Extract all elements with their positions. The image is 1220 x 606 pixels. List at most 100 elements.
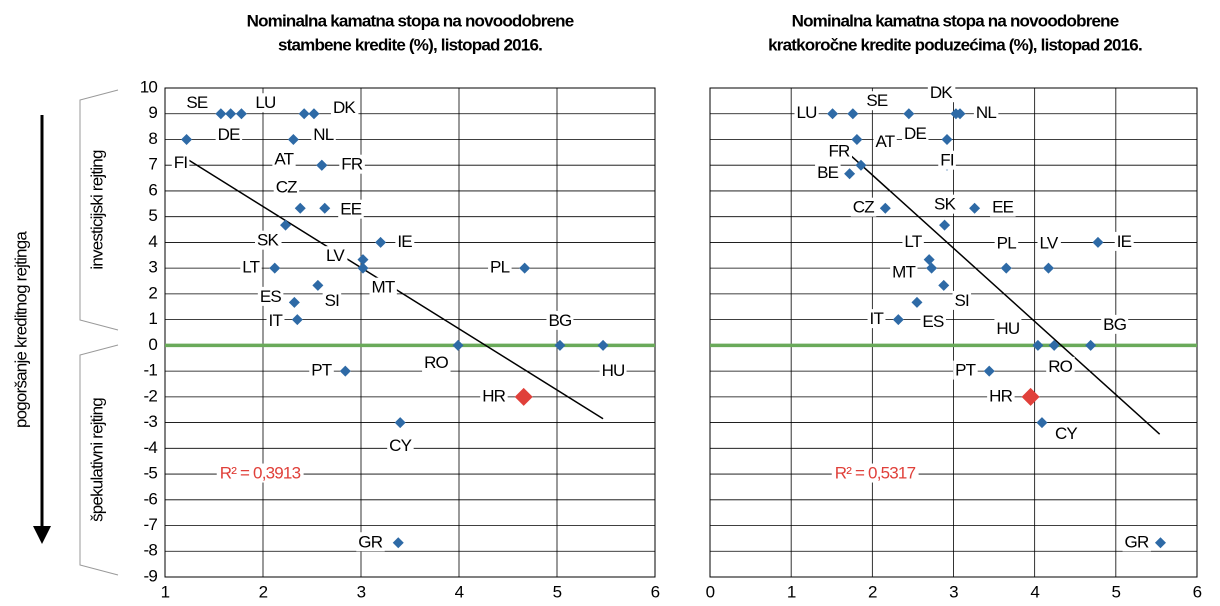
point-label: PT bbox=[955, 361, 976, 380]
point-label: CY bbox=[1055, 424, 1077, 443]
y-tick-label: 4 bbox=[148, 232, 157, 251]
point-label: HR bbox=[482, 386, 505, 405]
point bbox=[1092, 236, 1104, 248]
y-tick-label: 10 bbox=[140, 77, 158, 96]
label-bg bbox=[253, 93, 278, 113]
point-label: PL bbox=[997, 234, 1017, 253]
label-bg bbox=[826, 141, 853, 161]
y-tick-label: -2 bbox=[143, 386, 157, 405]
point bbox=[319, 202, 331, 214]
point bbox=[923, 254, 935, 266]
arrow-label: pogoršanje kreditnog rejtinga bbox=[11, 231, 30, 428]
point-label: MT bbox=[371, 278, 394, 297]
label-bg bbox=[546, 310, 574, 330]
label-bg bbox=[216, 463, 304, 483]
label-bg bbox=[794, 103, 819, 123]
label-bg bbox=[953, 360, 978, 380]
label-bg bbox=[480, 386, 508, 406]
point bbox=[1021, 387, 1040, 406]
plot-frame bbox=[164, 87, 656, 578]
point-label: IE bbox=[397, 232, 412, 251]
label-bg bbox=[973, 103, 999, 123]
label-bg bbox=[1037, 233, 1061, 253]
upper-label: investicijski rejting bbox=[87, 150, 106, 270]
label-bg bbox=[257, 286, 284, 306]
point bbox=[926, 262, 938, 274]
point-label: FR bbox=[341, 155, 363, 174]
label-bg bbox=[902, 231, 924, 251]
point-label: BG bbox=[1103, 315, 1126, 334]
point bbox=[519, 262, 531, 274]
label-bg bbox=[990, 197, 1016, 217]
label-bg bbox=[309, 360, 334, 380]
label-bg bbox=[387, 436, 414, 456]
point-label: SK bbox=[257, 231, 280, 250]
point-label: LV bbox=[326, 246, 345, 265]
label-bg bbox=[932, 194, 959, 214]
point-label: FR bbox=[828, 142, 850, 161]
label-bg bbox=[831, 463, 919, 483]
bracket bbox=[79, 344, 119, 576]
point bbox=[969, 202, 981, 214]
y-tick-label: -4 bbox=[143, 438, 157, 457]
point bbox=[827, 108, 839, 120]
point bbox=[1085, 339, 1097, 351]
point-label: SI bbox=[325, 291, 340, 310]
point-label: NL bbox=[976, 103, 996, 122]
label-bg bbox=[938, 150, 956, 170]
x-tick-label: 4 bbox=[455, 582, 464, 601]
point-label: IT bbox=[269, 311, 283, 330]
point-label: SE bbox=[866, 91, 888, 110]
label-bg bbox=[1114, 231, 1134, 251]
y-tick-label: 9 bbox=[148, 103, 157, 122]
label-bg bbox=[323, 246, 348, 266]
label-bg bbox=[272, 149, 296, 169]
point-label: FI bbox=[174, 153, 188, 172]
point-label: GR bbox=[358, 532, 382, 551]
point bbox=[879, 202, 891, 214]
point-label: LT bbox=[242, 258, 259, 277]
lower-label: špekulativni rejting bbox=[87, 398, 106, 522]
point-label: LV bbox=[1039, 234, 1058, 253]
point bbox=[357, 254, 369, 266]
x-tick-label: 5 bbox=[553, 582, 562, 601]
label-bg bbox=[987, 386, 1015, 406]
y-tick-label: 1 bbox=[148, 309, 157, 328]
point bbox=[1154, 537, 1166, 549]
label-bg bbox=[356, 532, 385, 552]
point-label: PL bbox=[490, 258, 510, 277]
label-bg bbox=[422, 352, 451, 372]
label-bg bbox=[338, 199, 364, 219]
y-tick-label: 2 bbox=[148, 283, 157, 302]
point-label: HR bbox=[989, 386, 1012, 405]
point-label: LU bbox=[255, 93, 275, 112]
point bbox=[339, 365, 351, 377]
bracket bbox=[79, 89, 119, 331]
point bbox=[298, 108, 310, 120]
label-bg bbox=[927, 83, 956, 103]
point-label: IT bbox=[870, 309, 884, 328]
point bbox=[294, 202, 306, 214]
y-tick-label: 3 bbox=[148, 258, 157, 277]
label-bg bbox=[488, 257, 512, 277]
point-label: EE bbox=[992, 198, 1014, 217]
point-label: SE bbox=[186, 93, 208, 112]
label-bg bbox=[599, 360, 627, 380]
label-bg bbox=[255, 230, 282, 250]
x-tick-label: 3 bbox=[949, 582, 958, 601]
point bbox=[847, 108, 859, 120]
point-label: LU bbox=[796, 103, 816, 122]
label-bg bbox=[184, 93, 210, 113]
point bbox=[954, 108, 966, 120]
point bbox=[892, 314, 904, 326]
point bbox=[215, 108, 227, 120]
point-label: RO bbox=[424, 353, 448, 372]
x-tick-label: 2 bbox=[259, 582, 268, 601]
x-tick-label: 1 bbox=[161, 582, 170, 601]
y-tick-label: -1 bbox=[143, 361, 157, 380]
label-bg bbox=[266, 311, 285, 331]
point bbox=[939, 219, 951, 231]
label-bg bbox=[322, 290, 342, 310]
point-label: DK bbox=[333, 98, 356, 117]
label-bg bbox=[850, 197, 877, 217]
